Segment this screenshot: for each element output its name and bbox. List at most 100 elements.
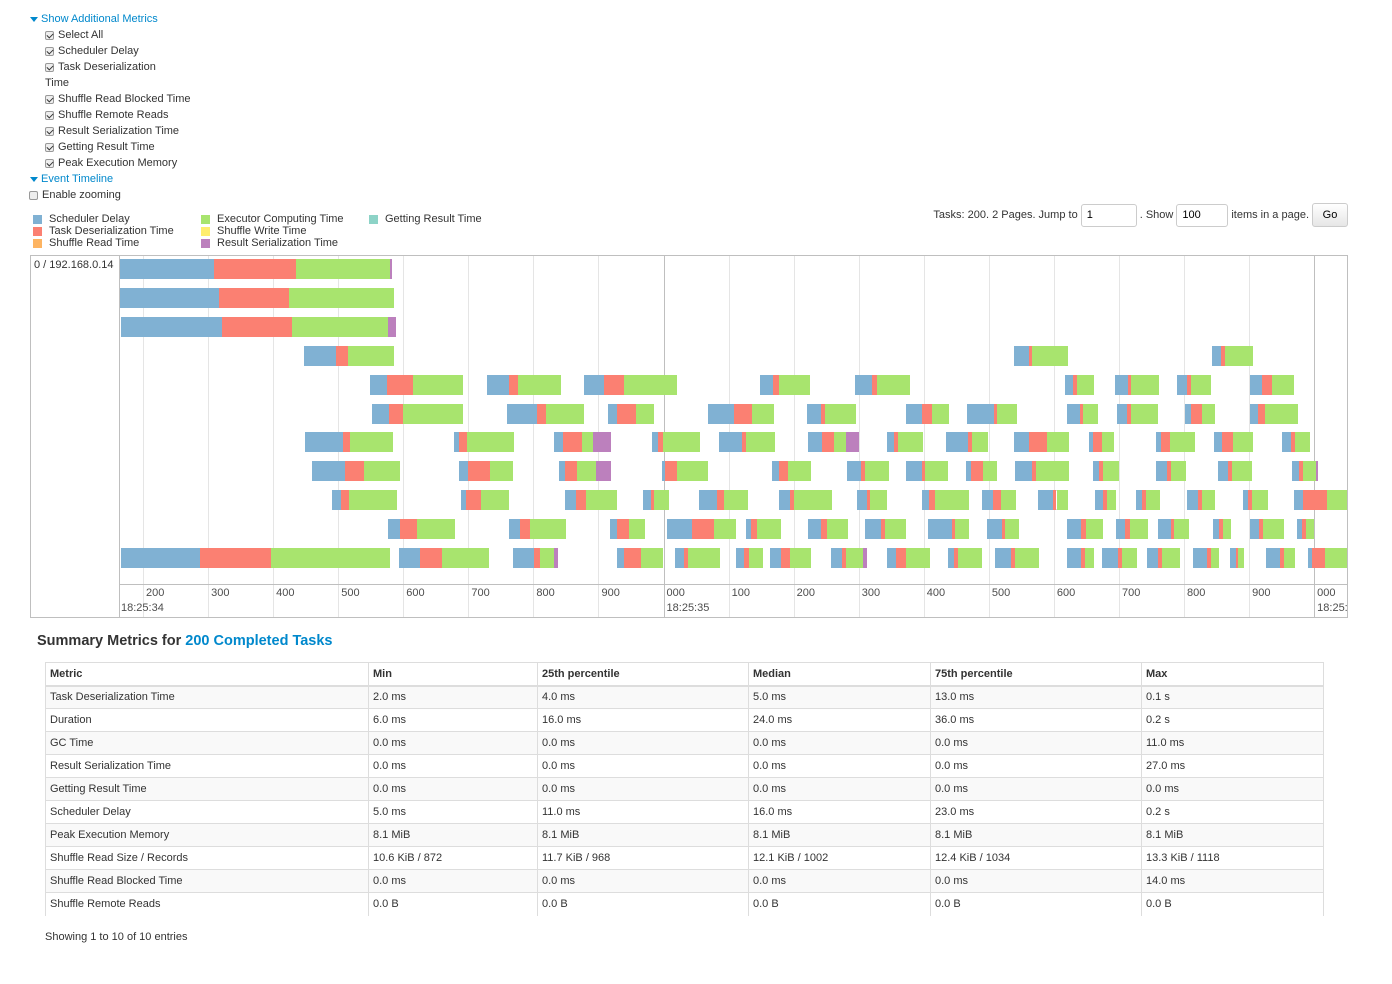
metric-checkbox[interactable]: Shuffle Read Blocked Time [45,93,190,105]
task-bar[interactable] [1115,519,1149,540]
task-bar[interactable] [966,403,1018,424]
task-bar[interactable] [807,432,859,453]
task-bar[interactable] [559,461,611,482]
event-timeline-chart[interactable]: 0 / 192.168.0.14 200 18:25:34 300 400 500 600… [30,255,1348,618]
task-bar[interactable] [1156,461,1186,482]
metric-checkbox[interactable]: Result Serialization Time [45,125,179,137]
task-bar[interactable] [927,519,970,540]
task-bar[interactable] [905,461,948,482]
task-bar[interactable] [1156,432,1196,453]
task-bar[interactable] [1213,519,1231,540]
task-bar[interactable] [608,403,655,424]
task-bar[interactable] [1292,461,1319,482]
task-bar[interactable] [370,374,464,395]
page-jump-input[interactable] [1080,203,1137,227]
task-bar[interactable] [864,519,907,540]
task-bar[interactable] [1089,432,1114,453]
task-bar[interactable] [554,432,612,453]
task-bar[interactable] [487,374,562,395]
task-bar[interactable] [1187,490,1215,511]
task-bar[interactable] [1250,519,1284,540]
task-bar[interactable] [735,548,764,568]
task-bar[interactable] [857,490,888,511]
task-bar[interactable] [1266,548,1296,568]
task-bar[interactable] [1250,403,1298,424]
metric-checkbox[interactable]: Select All [45,29,103,41]
task-bar[interactable] [304,345,395,366]
task-bar[interactable] [760,374,810,395]
task-bar[interactable] [769,548,812,568]
metric-checkbox[interactable]: Getting Result Time [45,141,155,153]
task-bar[interactable] [1094,490,1117,511]
task-bar[interactable] [564,490,618,511]
task-bar[interactable] [1250,374,1294,395]
task-bar[interactable] [312,461,401,482]
task-bar[interactable] [305,432,393,453]
task-bar[interactable] [886,548,930,568]
task-bar[interactable] [1158,519,1190,540]
task-bar[interactable] [854,374,911,395]
page-size-input[interactable] [1176,203,1229,227]
task-bar[interactable] [698,490,749,511]
task-bar[interactable] [981,490,1016,511]
column-header[interactable]: 75th percentile [930,662,1142,687]
event-timeline-toggle[interactable]: Event Timeline [30,173,113,185]
task-bar[interactable] [1066,548,1095,568]
task-bar[interactable] [1176,374,1212,395]
task-bar[interactable] [661,461,709,482]
task-bar[interactable] [771,461,811,482]
task-bar[interactable] [966,461,998,482]
task-bar[interactable] [120,548,390,568]
task-bar[interactable] [1066,519,1104,540]
task-bar[interactable] [332,490,397,511]
task-bar[interactable] [1064,374,1094,395]
metric-checkbox[interactable]: Scheduler Delay [45,45,139,57]
task-bar[interactable] [1092,461,1119,482]
column-header[interactable]: Max [1141,662,1324,687]
task-bar[interactable] [1013,345,1069,366]
metric-checkbox[interactable]: Peak Execution Memory [45,157,177,169]
task-bar[interactable] [986,519,1020,540]
completed-tasks-link[interactable]: 200 Completed Tasks [185,633,333,649]
task-bar[interactable] [1213,432,1253,453]
task-bar[interactable] [1037,490,1068,511]
task-bar[interactable] [745,519,782,540]
task-bar[interactable] [460,490,510,511]
task-bar[interactable] [616,548,663,568]
task-bar[interactable] [1293,490,1347,511]
task-bar[interactable] [905,403,950,424]
enable-zooming-checkbox[interactable]: Enable zooming [29,189,121,201]
task-bar[interactable] [459,461,513,482]
task-bar[interactable] [1185,403,1216,424]
task-bar[interactable] [1193,548,1220,568]
metric-checkbox[interactable]: Shuffle Remote Reads [45,109,168,121]
task-bar[interactable] [807,519,848,540]
task-bar[interactable] [120,316,397,337]
task-bar[interactable] [1282,432,1310,453]
task-bar[interactable] [831,548,867,568]
task-bar[interactable] [1102,548,1137,568]
task-bar[interactable] [806,403,857,424]
task-bar[interactable] [1117,403,1158,424]
task-bar[interactable] [675,548,721,568]
task-bar[interactable] [399,548,490,568]
task-bar[interactable] [1146,548,1181,568]
task-bar[interactable] [1066,403,1098,424]
task-bar[interactable] [1013,432,1069,453]
task-bar[interactable] [667,519,737,540]
task-bar[interactable] [513,548,559,568]
go-button[interactable]: Go [1312,203,1348,227]
task-bar[interactable] [945,432,989,453]
task-bar[interactable] [1115,374,1159,395]
task-bar[interactable] [120,259,393,279]
task-bar[interactable] [994,548,1039,568]
task-bar[interactable] [1217,461,1252,482]
task-bar[interactable] [609,519,646,540]
task-bar[interactable] [1297,519,1314,540]
task-bar[interactable] [886,432,924,453]
task-bar[interactable] [719,432,775,453]
column-header[interactable]: Min [368,662,538,687]
task-bar[interactable] [1135,490,1160,511]
task-bar[interactable] [583,374,677,395]
task-bar[interactable] [507,403,585,424]
